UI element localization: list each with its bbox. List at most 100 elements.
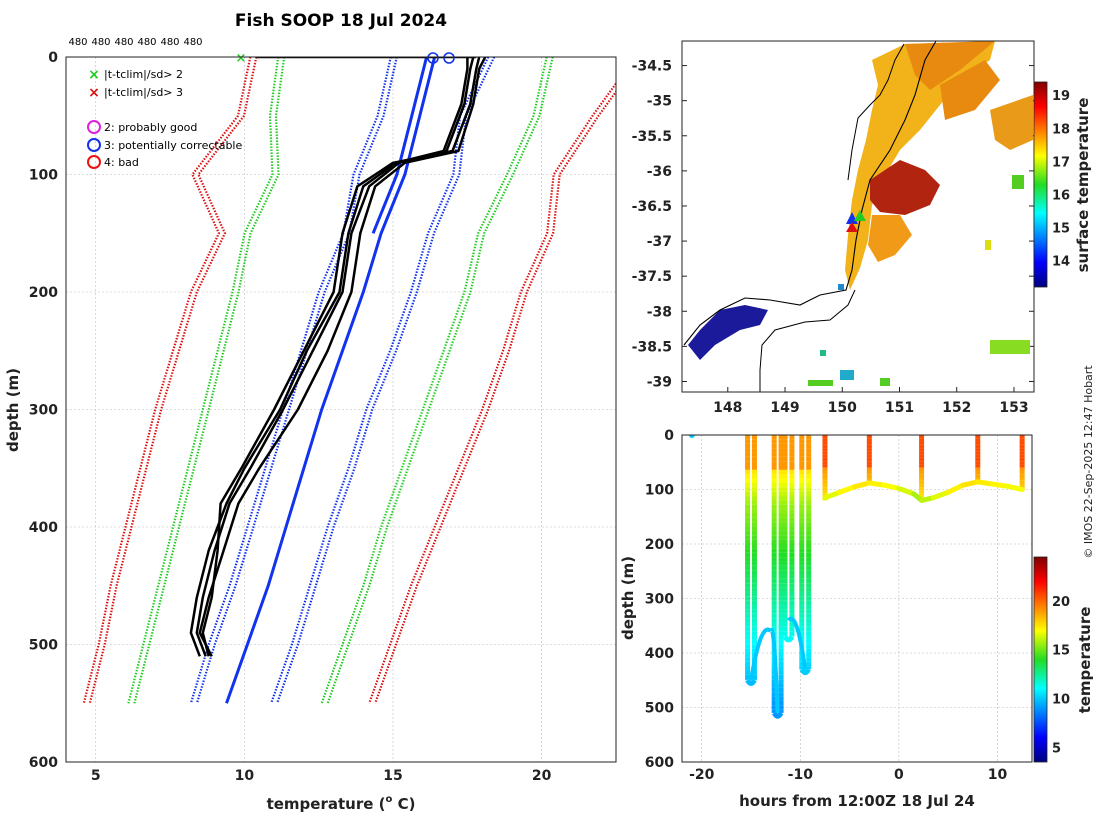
clim-plus1sd <box>270 57 490 704</box>
y-tick-label: 500 <box>645 701 674 717</box>
shallow-track-segment <box>930 489 951 501</box>
y-tick-label: 600 <box>29 755 58 771</box>
sst-patch-orange <box>940 60 1000 120</box>
lat-tick-label: -37.5 <box>632 269 672 285</box>
coastline-tasmania <box>759 289 856 392</box>
clim-minus3sd <box>82 57 252 704</box>
y-tick-label: 500 <box>29 638 58 654</box>
lat-tick-label: -34.5 <box>632 59 672 75</box>
clim-minus3sd <box>88 57 258 704</box>
colorbar-tick-label: 18 <box>1052 122 1070 137</box>
coastline-mainland <box>683 41 937 346</box>
lon-tick-label: 149 <box>770 400 799 416</box>
climatology-lines <box>82 57 616 704</box>
top-label: 480 <box>68 37 87 48</box>
y-tick-label: 300 <box>29 403 58 419</box>
profile-line <box>189 57 469 657</box>
y-tick-label: 0 <box>48 50 58 66</box>
station-marker <box>846 222 858 232</box>
profile-grid <box>66 56 616 763</box>
lat-tick-label: -35 <box>647 94 672 110</box>
cast-connector <box>749 627 773 681</box>
lat-tick-label: -38.5 <box>632 339 672 355</box>
sst-cell <box>1012 175 1024 189</box>
isolated-point <box>688 435 695 438</box>
clim-minus1sd <box>189 57 392 704</box>
x-tick-label: -20 <box>689 767 715 783</box>
map-grid <box>682 65 1034 392</box>
sst-band-warm <box>845 41 995 290</box>
colorbar-tick-label: 17 <box>1052 155 1070 170</box>
shallow-track-segment <box>1004 483 1025 492</box>
lon-tick-label: 152 <box>942 400 971 416</box>
shallow-track-segment <box>852 480 872 490</box>
x-tick-label: 10 <box>988 767 1008 783</box>
legend-flag2-icon <box>87 120 101 134</box>
x-tick-label: 10 <box>235 768 255 784</box>
legend-flag2: 2: probably good <box>104 121 197 134</box>
cast-bottom <box>771 711 784 719</box>
clim-minus2sd <box>133 57 286 704</box>
y-tick-label: 400 <box>645 646 674 662</box>
lat-tick-label: -37 <box>647 234 672 250</box>
cast <box>799 435 812 676</box>
legend-sd2-icon: × <box>88 67 100 83</box>
shallow-track-segment <box>960 479 981 488</box>
sst-patch-east <box>990 95 1033 150</box>
temp-colorbar <box>1033 556 1048 763</box>
flag-marker-b <box>443 52 455 64</box>
map-panel: 148 149 150 151 152 153 -34.5 -35 -35.5 -36 -36.5 -… <box>632 40 1092 416</box>
profile-lines <box>189 57 487 657</box>
top-labels: 480 480 480 480 480 480 <box>68 37 202 48</box>
timesection-frame <box>681 434 1033 763</box>
y-tick-label: 600 <box>645 755 674 771</box>
cast <box>745 435 757 686</box>
profile-line <box>201 57 481 657</box>
sst-band-orange <box>905 41 995 90</box>
temp-colorbar-label: temperature <box>1076 607 1094 714</box>
y-tick-label: 400 <box>29 520 58 536</box>
top-label: 480 <box>114 37 133 48</box>
cast-connector <box>768 628 780 714</box>
legend-flag4-icon <box>87 155 101 169</box>
sst-cold-patch <box>688 305 768 360</box>
clim-minus2sd <box>127 57 280 704</box>
y-tick-label: 200 <box>645 537 674 553</box>
timesection-y-label: depth (m) <box>619 556 637 640</box>
lat-tick-label: -39 <box>647 374 672 390</box>
top-label: 480 <box>183 37 202 48</box>
clim-plus3sd <box>374 89 616 704</box>
profile-frame <box>65 56 617 763</box>
map-colorbar-ticks: 14 15 16 17 18 19 <box>1052 89 1070 269</box>
cast-bottom <box>799 668 811 676</box>
lat-tick-label: -35.5 <box>632 129 672 145</box>
cast-bottom <box>745 678 757 686</box>
temp-colorbar-ticks: 5 10 15 20 <box>1052 595 1070 756</box>
shallow-track-segment <box>822 489 843 501</box>
sst-cell <box>990 340 1030 354</box>
shallow-track-segment <box>837 484 858 495</box>
clim-plus1sd <box>276 57 496 704</box>
sst-eddy-edge <box>868 215 912 262</box>
profile-line <box>198 57 487 657</box>
legend: × |t-tclim|/sd> 2 × |t-tclim|/sd> 3 2: p… <box>87 67 242 169</box>
lat-tick-label: -36 <box>647 164 672 180</box>
coastline-offshore <box>847 43 905 181</box>
sst-cell <box>838 284 844 290</box>
credit-text: © IMOS 22-Sep-2025 12:47 Hobart <box>1082 365 1095 559</box>
colorbar-tick-label: 14 <box>1052 255 1070 270</box>
legend-sd3: |t-tclim|/sd> 3 <box>104 86 183 99</box>
lon-tick-label: 151 <box>885 400 914 416</box>
shallow-track-segment <box>881 482 902 491</box>
shallow-track-segment <box>896 485 917 497</box>
sst-cell <box>808 380 833 386</box>
lon-tick-label: 148 <box>713 400 742 416</box>
chart-title: Fish SOOP 18 Jul 2024 <box>235 11 447 31</box>
profile-y-label: depth (m) <box>4 368 22 452</box>
map-colorbar-label: surface temperature <box>1074 98 1092 273</box>
legend-sd2: |t-tclim|/sd> 2 <box>104 68 183 81</box>
timesection-casts <box>688 435 1025 719</box>
